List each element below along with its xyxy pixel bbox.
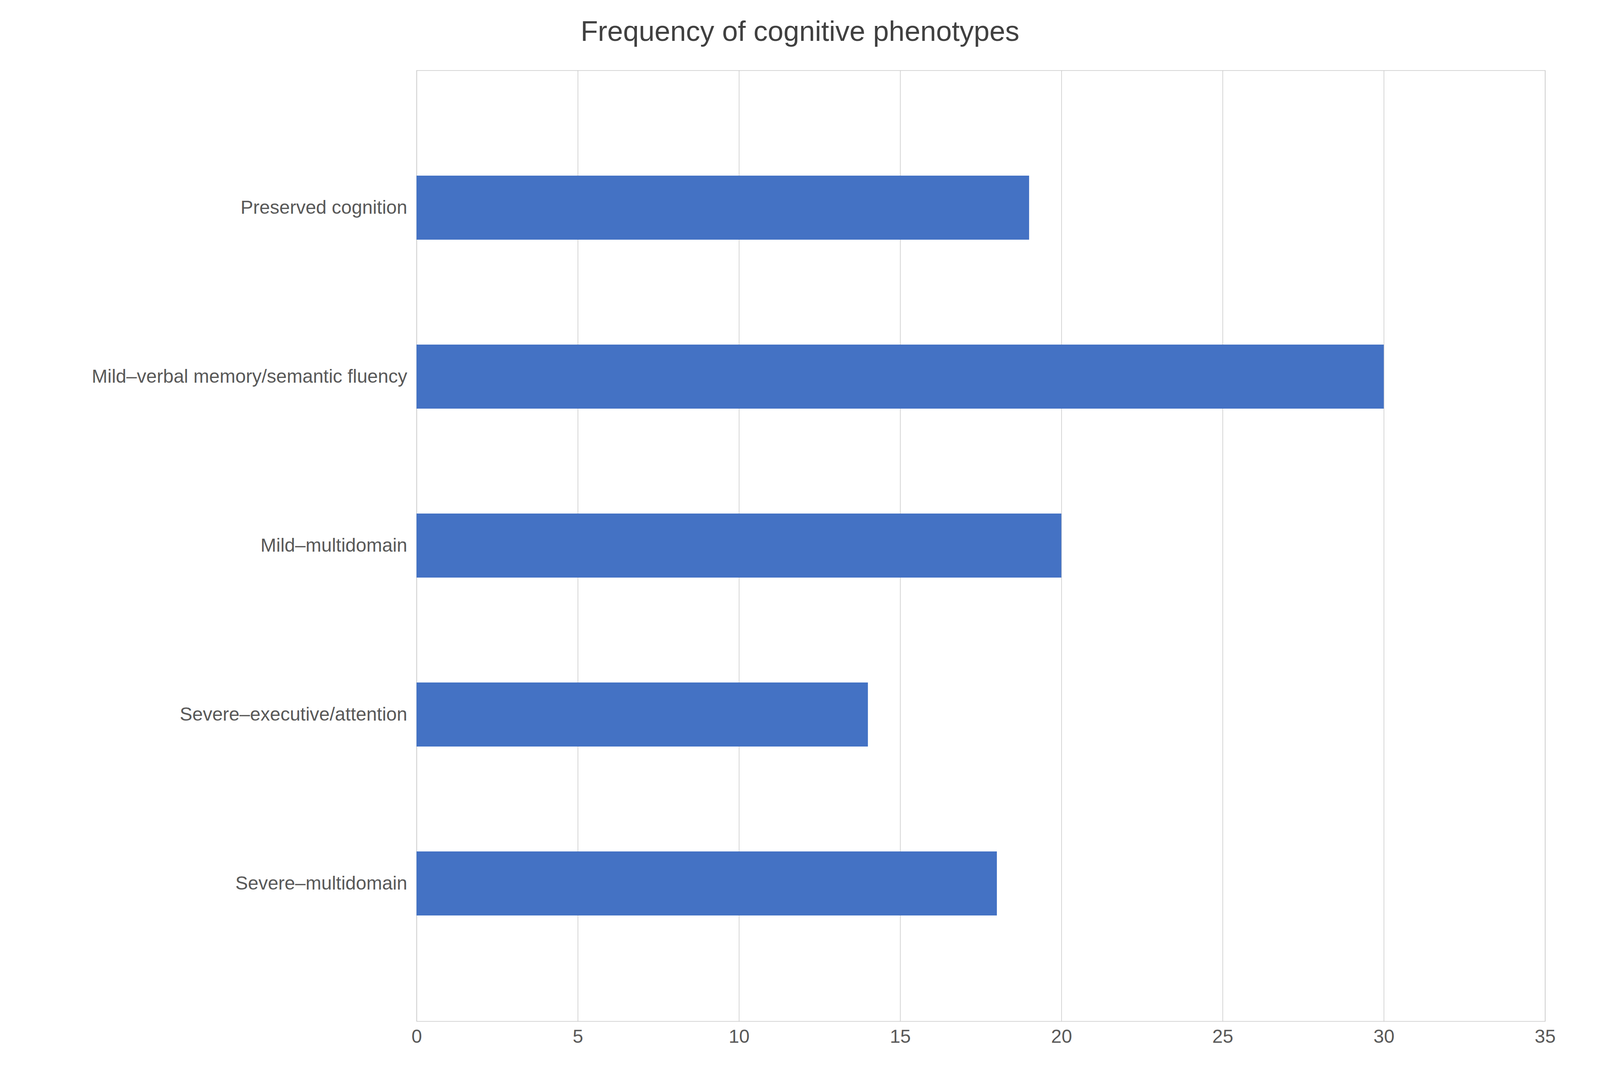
svg-text:Mild–verbal memory/semantic fl: Mild–verbal memory/semantic fluency bbox=[91, 366, 408, 388]
svg-text:Severe–multidomain: Severe–multidomain bbox=[235, 873, 408, 894]
svg-text:20: 20 bbox=[1051, 1025, 1072, 1047]
svg-text:Preserved cognition: Preserved cognition bbox=[240, 197, 408, 219]
html-text:Frequency of cognitive phenoty: Frequency of cognitive phenotypes bbox=[580, 15, 1020, 47]
svg-text:10: 10 bbox=[728, 1025, 750, 1047]
svg-text:30: 30 bbox=[1373, 1025, 1395, 1047]
svg-text:25: 25 bbox=[1212, 1025, 1234, 1047]
svg-text:5: 5 bbox=[572, 1025, 584, 1047]
svg-text:35: 35 bbox=[1534, 1025, 1556, 1047]
svg-text:0: 0 bbox=[411, 1025, 423, 1047]
svg-text:15: 15 bbox=[889, 1025, 911, 1047]
svg-text:Mild–multidomain: Mild–multidomain bbox=[260, 535, 408, 556]
svg-text:Severe–executive/attention: Severe–executive/attention bbox=[179, 704, 408, 725]
